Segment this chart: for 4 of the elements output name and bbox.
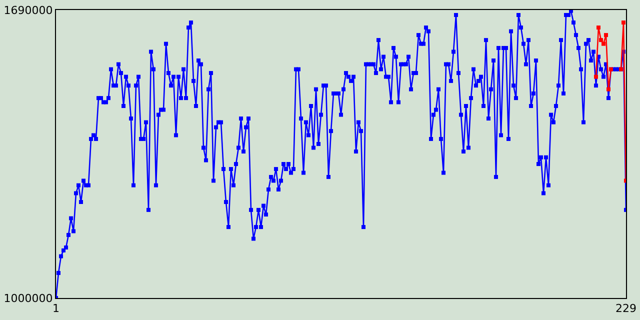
x-tick-label: 1: [52, 302, 60, 316]
y-tick-label: 1690000: [4, 4, 53, 17]
y-tick-label: 1000000: [4, 292, 53, 305]
x-tick-label: 229: [616, 302, 636, 316]
